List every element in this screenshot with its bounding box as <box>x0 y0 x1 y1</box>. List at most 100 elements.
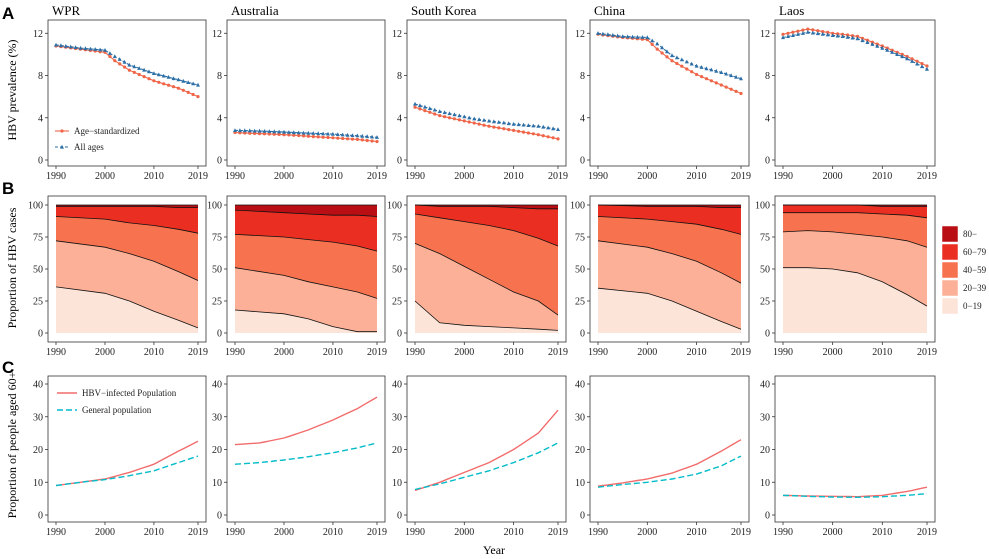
legend-b-label: 40−59 <box>963 265 987 275</box>
marker-age-standardized <box>925 64 929 68</box>
marker-all-ages <box>665 49 669 54</box>
y-tick-label: 10 <box>760 478 770 489</box>
y-tick-label: 100 <box>570 201 585 212</box>
y-tick-label: 25 <box>33 297 43 308</box>
y-tick-label: 12 <box>575 29 585 40</box>
y-tick-label: 40 <box>33 380 43 391</box>
x-tick-label: 2019 <box>917 171 937 182</box>
marker-all-ages <box>830 33 835 37</box>
marker-all-ages <box>63 44 68 48</box>
marker-all-ages <box>326 131 330 136</box>
marker-all-ages <box>345 132 350 137</box>
marker-all-ages <box>810 30 815 35</box>
marker-age-standardized <box>108 54 112 59</box>
marker-all-ages <box>920 64 924 69</box>
facet-b-laos: 0 25 50 75 100 1990 2000 2010 2019 <box>755 195 937 358</box>
marker-age-standardized <box>292 133 296 137</box>
facet-b-south-korea: 0 25 50 75 100 1990 2000 2010 2019 <box>387 195 568 358</box>
marker-age-standardized <box>526 131 531 135</box>
facet-title: South Korea <box>411 3 477 18</box>
area-band-0-19 <box>235 310 377 333</box>
legend-a-label: All ages <box>74 142 104 152</box>
x-tick-label: 2019 <box>731 527 751 538</box>
marker-age-standardized <box>734 89 738 93</box>
marker-all-ages <box>709 67 714 72</box>
marker-age-standardized <box>123 65 127 69</box>
y-axis-title-prevalence: HBV prevalence (%) <box>5 39 19 140</box>
facet-c-china: 0 10 20 30 40 1990 2000 2010 2019 <box>575 375 751 538</box>
marker-age-standardized <box>418 107 422 111</box>
marker-all-ages <box>68 44 73 49</box>
facet-c-wpr: 0 10 20 30 40 1990 2000 2010 2019 <box>33 375 208 538</box>
marker-all-ages <box>521 122 526 127</box>
area-boundary-line <box>234 234 378 252</box>
series-line-all-ages <box>597 32 742 80</box>
marker-all-ages <box>739 76 743 81</box>
marker-all-ages <box>282 129 286 134</box>
legend-b-swatch-80 <box>941 225 959 243</box>
area-band-40-59 <box>415 214 558 316</box>
y-tick-label: 8 <box>397 71 402 82</box>
x-tick-label: 2010 <box>144 347 164 358</box>
legend-b-swatch-0-19 <box>941 297 959 315</box>
legend-a: Age−standardized All ages <box>55 126 140 152</box>
marker-all-ages <box>670 53 674 58</box>
marker-all-ages <box>805 30 810 34</box>
marker-age-standardized <box>167 83 171 87</box>
facet-frame <box>406 19 567 167</box>
area-boundary-line <box>414 213 559 247</box>
marker-all-ages <box>875 44 880 48</box>
facet-a-south-korea: South Korea 0 4 8 12 1990 2000 2010 2019 <box>392 3 568 182</box>
area-band-20-39 <box>783 230 927 307</box>
marker-age-standardized <box>196 95 200 99</box>
marker-age-standardized <box>157 80 161 84</box>
y-tick-label: 0 <box>765 511 770 522</box>
marker-all-ages <box>467 115 472 120</box>
marker-all-ages <box>625 34 630 39</box>
marker-all-ages <box>536 124 541 128</box>
marker-age-standardized <box>248 131 252 135</box>
marker-all-ages <box>900 54 905 59</box>
area-band-20-39 <box>415 243 558 331</box>
marker-all-ages <box>122 59 127 64</box>
marker-all-ages <box>247 128 252 133</box>
marker-age-standardized <box>791 30 795 34</box>
x-tick-label: 2000 <box>637 171 657 182</box>
marker-age-standardized <box>306 134 310 138</box>
x-tick-label: 2010 <box>872 171 892 182</box>
marker-age-standardized <box>297 133 301 138</box>
series-line-hbv-infected-population <box>234 396 378 446</box>
x-tick-label: 2019 <box>367 527 387 538</box>
marker-age-standardized <box>507 128 511 132</box>
marker-age-standardized <box>482 123 486 127</box>
marker-all-ages <box>181 78 186 83</box>
marker-age-standardized <box>670 59 674 63</box>
marker-all-ages <box>422 104 427 109</box>
marker-all-ages <box>457 113 462 118</box>
area-band-0-19 <box>415 301 558 333</box>
marker-all-ages <box>117 57 122 61</box>
marker-age-standardized <box>695 72 699 77</box>
marker-age-standardized <box>781 32 785 36</box>
marker-all-ages <box>910 59 915 63</box>
legend-b-label: 0−19 <box>963 301 982 311</box>
marker-all-ages <box>689 61 694 66</box>
series-line-hbv-infected-population <box>55 440 199 487</box>
marker-age-standardized <box>729 87 733 91</box>
facet-c-australia: 0 10 20 30 40 1990 2000 2010 2019 <box>212 375 387 538</box>
marker-all-ages <box>551 126 556 131</box>
marker-all-ages <box>262 129 267 133</box>
marker-age-standardized <box>492 125 496 129</box>
marker-age-standardized <box>551 136 555 140</box>
x-tick-label: 1990 <box>405 347 425 358</box>
marker-all-ages <box>795 32 800 36</box>
area-boundary-line <box>783 267 928 307</box>
facet-frame <box>774 19 936 167</box>
area-band-20-39 <box>598 240 741 330</box>
marker-age-standardized <box>826 30 830 34</box>
y-tick-label: 10 <box>392 478 402 489</box>
marker-all-ages <box>286 130 291 134</box>
marker-all-ages <box>674 55 679 60</box>
area-band-0-19 <box>598 288 741 333</box>
